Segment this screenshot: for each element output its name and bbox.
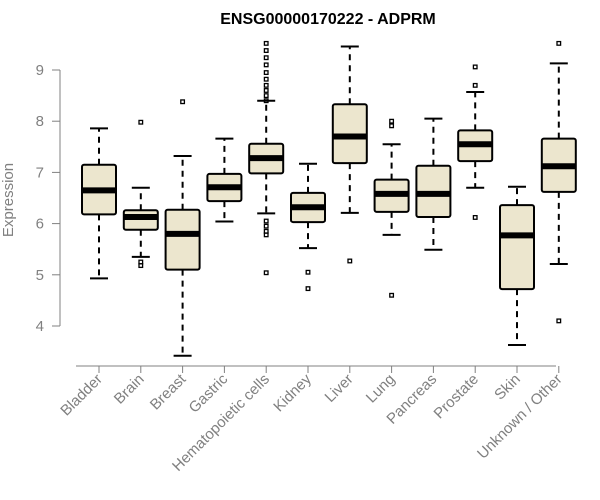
outlier-point — [263, 70, 269, 76]
y-ticks: 4 5 6 7 8 9 — [36, 62, 60, 335]
x-tick-label: Prostate — [430, 371, 482, 423]
box-brain — [122, 119, 159, 269]
boxes — [81, 40, 577, 357]
box-kidney — [290, 162, 326, 292]
outlier-point — [263, 48, 269, 53]
box-skin — [499, 185, 535, 346]
x-tick-label: Kidney — [270, 370, 315, 415]
outlier-point — [556, 318, 562, 324]
outlier-point — [347, 258, 353, 264]
outlier-point — [472, 64, 478, 70]
outlier-point — [472, 215, 478, 220]
iqr-box — [499, 204, 535, 291]
outlier-point — [305, 269, 311, 275]
outlier-point — [263, 98, 269, 104]
y-tick-label: 6 — [36, 216, 44, 233]
outlier-point — [138, 263, 144, 269]
outlier-point — [263, 40, 269, 46]
x-tick-label: Lung — [363, 371, 399, 407]
x-tick-label: Skin — [491, 371, 524, 404]
box-prostate — [457, 64, 494, 220]
outlier-point — [263, 218, 269, 224]
outlier-point — [263, 88, 269, 93]
outlier-point — [389, 292, 395, 298]
x-tick-label: Bladder — [57, 371, 106, 420]
box-pancreas — [415, 117, 452, 251]
outlier-point — [263, 62, 269, 68]
outlier-point — [263, 223, 269, 229]
outlier-point — [138, 119, 144, 125]
box-bladder — [81, 127, 117, 280]
box-gastric — [206, 137, 243, 223]
outlier-point — [263, 55, 269, 61]
box-breast — [164, 99, 201, 357]
outlier-point — [556, 40, 562, 46]
x-tick-label: Breast — [147, 370, 190, 413]
x-tick-label: Brain — [111, 371, 148, 408]
box-hematopoietic-cells — [248, 40, 285, 276]
y-tick-label: 9 — [36, 62, 44, 79]
y-tick-label: 8 — [36, 113, 44, 130]
box-lung — [373, 118, 410, 298]
y-tick-label: 4 — [36, 318, 44, 335]
outlier-point — [263, 76, 269, 82]
box-unknown-other — [540, 40, 577, 324]
outlier-point — [305, 286, 311, 292]
x-tick-label: Liver — [322, 371, 357, 406]
box-liver — [331, 45, 368, 264]
y-axis-title: Expression — [0, 163, 17, 237]
outlier-point — [389, 123, 395, 129]
outlier-point — [263, 232, 269, 238]
iqr-box — [164, 208, 201, 271]
outlier-point — [389, 118, 395, 124]
outlier-point — [263, 270, 269, 276]
iqr-box — [122, 209, 159, 231]
outlier-point — [263, 82, 269, 88]
outlier-point — [180, 99, 186, 105]
outlier-point — [472, 82, 478, 88]
chart-title: ENSG00000170222 - ADPRM — [220, 11, 436, 28]
y-tick-label: 7 — [36, 164, 44, 181]
y-tick-label: 5 — [36, 267, 44, 284]
outlier-point — [263, 93, 269, 99]
